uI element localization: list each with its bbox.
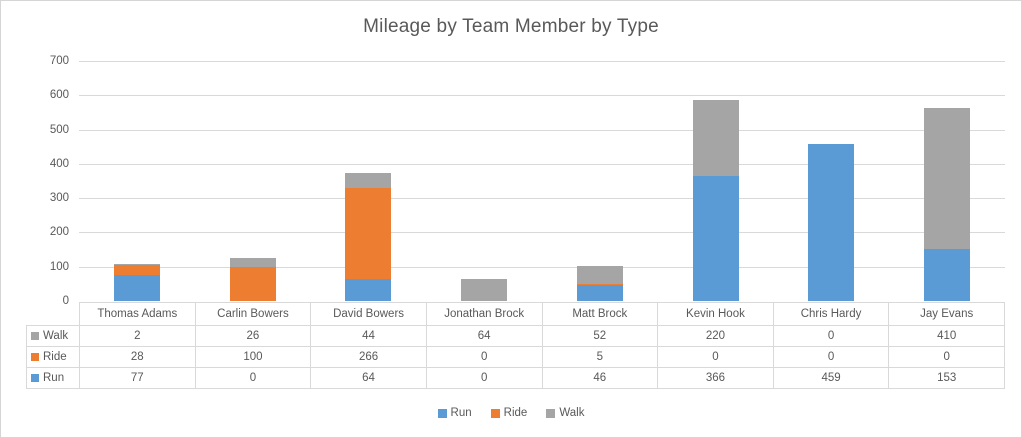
table-cell-ride-chris-hardy: 0 [772,347,889,368]
table-header-cell-jonathan-brock: Jonathan Brock [425,303,542,325]
table-cell-walk-jonathan-brock: 64 [425,326,542,347]
table-header-cell-thomas-adams: Thomas Adams [79,303,195,325]
table-cell-run-matt-brock: 46 [541,368,658,389]
table-cell-walk-thomas-adams: 2 [79,326,195,347]
table-header-cell-carlin-bowers: Carlin Bowers [194,303,311,325]
chart-legend: Run Ride Walk [1,407,1021,419]
y-tick-label-700: 700 [49,55,69,67]
y-tick-label-600: 600 [49,89,69,102]
table-rowheader-run: Run [26,368,79,389]
table-rowheader-ride: Ride [26,347,79,368]
y-tick-label-200: 200 [49,226,69,239]
table-cell-run-kevin-hook: 366 [657,368,773,389]
gridline-100 [79,266,1005,268]
table-cell-walk-kevin-hook: 220 [657,326,773,347]
bar-segment-walk-matt-brock [577,265,623,284]
gridline-300 [79,198,1005,200]
table-cell-run-david-bowers: 64 [310,368,426,389]
series-label-walk: Walk [43,330,69,342]
bar-segment-run-jay-evans [924,248,970,301]
series-swatch-walk-icon [31,332,39,340]
table-cell-ride-david-bowers: 266 [310,347,426,368]
legend-swatch-ride-icon [490,408,500,418]
table-cell-run-chris-hardy: 459 [772,368,889,389]
table-cell-ride-jay-evans: 0 [888,347,1004,368]
legend-label-walk: Walk [559,407,585,419]
gridline-200 [79,232,1005,234]
y-tick-label-400: 400 [49,157,69,170]
legend-item-walk: Walk [546,407,584,419]
bar-segment-walk-thomas-adams [114,264,160,265]
bar-segment-run-kevin-hook [693,175,739,301]
table-row-ride: Ride 28 100 266 0 5 0 0 0 [26,347,1004,368]
table-body: Walk 2 26 44 64 52 220 0 410 Ride 28 100 266 0 5 0 0 0 Run… [26,325,1005,389]
table-cell-ride-carlin-bowers: 100 [194,347,311,368]
table-header-cell-matt-brock: Matt Brock [541,303,658,325]
bar-segment-ride-david-bowers [345,187,391,280]
gridline-700 [79,61,1005,62]
table-cell-run-thomas-adams: 77 [79,368,195,389]
table-header-row: Thomas Adams Carlin Bowers David Bowers Jon… [79,302,1005,325]
bar-segment-run-matt-brock [577,285,623,301]
table-rowheader-walk: Walk [26,326,79,347]
bar-segment-walk-david-bowers [345,172,391,188]
bar-segment-ride-matt-brock [577,283,623,286]
bar-segment-run-david-bowers [345,279,391,301]
series-swatch-run-icon [31,374,39,382]
table-header-cell-david-bowers: David Bowers [310,303,426,325]
legend-swatch-run-icon [437,408,447,418]
series-label-ride: Ride [43,351,67,363]
table-cell-run-jonathan-brock: 0 [425,368,542,389]
table-header-cell-kevin-hook: Kevin Hook [657,303,773,325]
y-tick-label-500: 500 [49,123,69,136]
y-tick-label-100: 100 [49,260,69,273]
bar-segment-walk-carlin-bowers [230,257,276,267]
table-cell-walk-matt-brock: 52 [541,326,658,347]
bar-segment-run-thomas-adams [114,274,160,301]
y-tick-label-300: 300 [49,192,69,205]
legend-swatch-walk-icon [546,408,556,418]
legend-item-run: Run [437,407,472,419]
table-cell-walk-david-bowers: 44 [310,326,426,347]
legend-label-ride: Ride [503,407,528,419]
y-axis: 0 100 200 300 400 500 600 700 [1,55,69,307]
table-header-cell-chris-hardy: Chris Hardy [772,303,889,325]
series-swatch-ride-icon [31,353,39,361]
y-tick-label-0: 0 [62,295,69,307]
gridline-400 [79,163,1005,165]
table-cell-ride-jonathan-brock: 0 [425,347,542,368]
legend-label-run: Run [450,407,472,419]
gridline-600 [79,95,1005,97]
table-header-cell-jay-evans: Jay Evans [888,303,1004,325]
table-cell-walk-chris-hardy: 0 [772,326,889,347]
plot-area [79,61,1005,301]
table-cell-walk-jay-evans: 410 [888,326,1004,347]
bar-segment-walk-jonathan-brock [461,279,507,301]
gridline-500 [79,129,1005,131]
table-cell-ride-matt-brock: 5 [541,347,658,368]
bar-segment-run-chris-hardy [808,143,854,301]
chart-title: Mileage by Team Member by Type [363,16,659,37]
bar-segment-ride-thomas-adams [114,265,160,275]
table-cell-walk-carlin-bowers: 26 [194,326,311,347]
bar-segment-ride-carlin-bowers [230,266,276,301]
table-row-run: Run 77 0 64 0 46 366 459 153 [26,368,1004,389]
bar-segment-walk-kevin-hook [693,100,739,176]
series-label-run: Run [43,372,65,384]
legend-item-ride: Ride [490,407,528,419]
table-cell-run-jay-evans: 153 [888,368,1004,389]
bar-segment-walk-jay-evans [924,107,970,249]
table-cell-ride-thomas-adams: 28 [79,347,195,368]
table-cell-run-carlin-bowers: 0 [194,368,311,389]
table-row-walk: Walk 2 26 44 64 52 220 0 410 [26,326,1004,347]
table-cell-ride-kevin-hook: 0 [657,347,773,368]
